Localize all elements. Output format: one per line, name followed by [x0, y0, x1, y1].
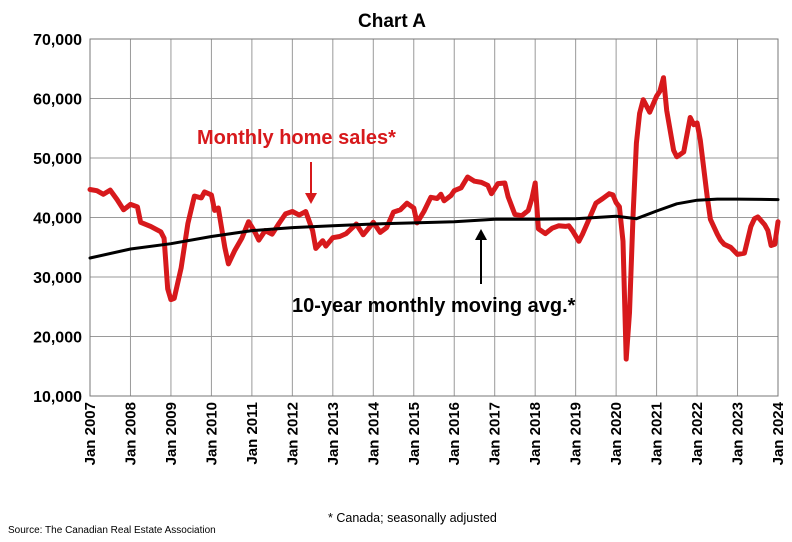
x-tick-label: Jan 2021: [649, 402, 666, 465]
annotation-avg-arrowhead: [475, 229, 487, 240]
chart-title: Chart A: [358, 11, 426, 32]
y-tick-label: 20,000: [33, 330, 82, 347]
annotation-sales-arrowhead: [305, 193, 317, 204]
source-note: Source: The Canadian Real Estate Associa…: [8, 525, 216, 536]
y-axis: 10,000 20,000 30,000 40,000 50,000 60,000 70,0…: [33, 32, 82, 406]
gridlines: [89, 38, 779, 397]
x-tick-label: Jan 2015: [406, 402, 423, 465]
x-tick-label: Jan 2020: [608, 402, 625, 465]
x-tick-label: Jan 2013: [325, 402, 342, 465]
x-tick-label: Jan 2012: [284, 402, 301, 465]
x-tick-label: Jan 2022: [689, 402, 706, 465]
x-tick-label: Jan 2009: [163, 402, 180, 465]
y-tick-label: 10,000: [33, 389, 82, 406]
x-tick-label: Jan 2019: [568, 402, 585, 465]
annotation-monthly-sales: Monthly home sales*: [197, 127, 396, 149]
x-tick-label: Jan 2016: [446, 402, 463, 465]
x-tick-label: Jan 2023: [730, 402, 747, 465]
x-tick-label: Jan 2024: [770, 401, 787, 465]
footnote: * Canada; seasonally adjusted: [328, 511, 497, 525]
y-tick-label: 50,000: [33, 151, 82, 168]
x-tick-label: Jan 2010: [203, 402, 220, 465]
y-tick-label: 70,000: [33, 32, 82, 49]
x-tick-label: Jan 2014: [365, 401, 382, 465]
annotation-moving-average: 10-year monthly moving avg.*: [292, 295, 576, 317]
x-tick-label: Jan 2007: [82, 402, 99, 465]
y-tick-label: 30,000: [33, 270, 82, 287]
series-lines: [87, 75, 781, 362]
x-tick-label: Jan 2011: [244, 402, 261, 465]
x-tick-label: Jan 2008: [122, 402, 139, 465]
y-tick-label: 60,000: [33, 92, 82, 109]
series-monthly-home-sales: [87, 75, 781, 362]
series-moving-average: [88, 197, 780, 260]
plot-frame: [89, 38, 779, 397]
annotations: Monthly home sales* 10-year monthly movi…: [197, 127, 576, 317]
x-axis: Jan 2007 Jan 2008 Jan 2009 Jan 2010 Jan 2011…: [82, 401, 787, 465]
x-tick-label: Jan 2018: [527, 402, 544, 465]
x-tick-label: Jan 2017: [487, 402, 504, 465]
y-tick-label: 40,000: [33, 211, 82, 228]
